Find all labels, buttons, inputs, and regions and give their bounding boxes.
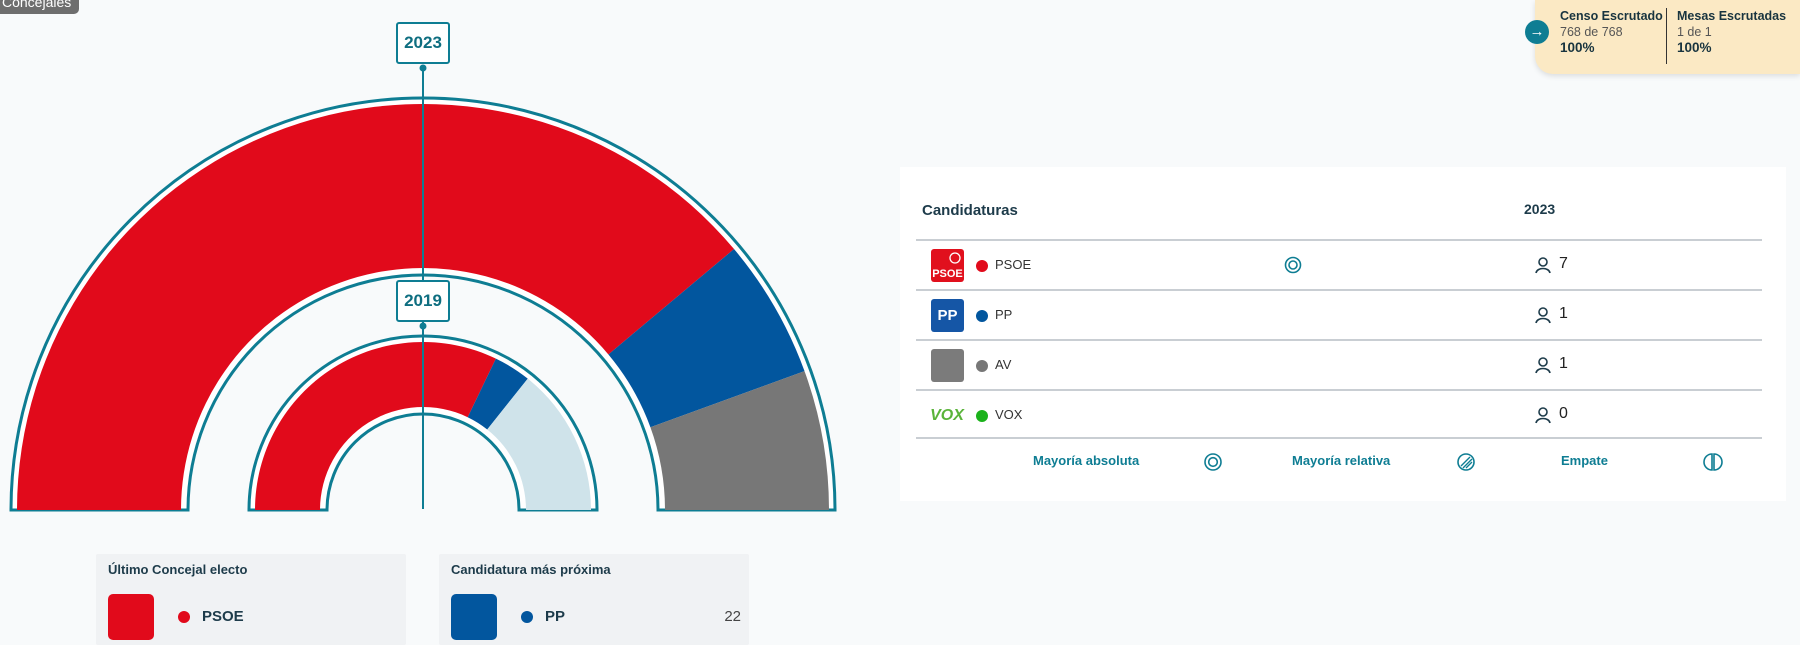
- next-candidate-dot: [521, 611, 533, 623]
- psoe-logo-icon: PSOE: [931, 249, 964, 282]
- av-logo-icon: [931, 349, 964, 382]
- tab-concejales[interactable]: Concejales: [0, 0, 80, 14]
- party-dot: [976, 410, 988, 422]
- party-name: VOX: [995, 407, 1023, 422]
- legend-absolute-majority: Mayoría absoluta: [1033, 453, 1140, 468]
- segment-2023-psoe: [17, 103, 735, 511]
- year-2019-pin: [419, 322, 427, 330]
- last-elected-card: Último Concejal electo PSOE: [96, 554, 406, 645]
- person-icon: [1535, 407, 1551, 424]
- segment-2023-pp: [608, 249, 805, 428]
- seat-count: 1: [1559, 305, 1568, 322]
- next-candidate-title: Candidatura más próxima: [451, 562, 611, 577]
- person-icon: [1535, 307, 1551, 324]
- arrow-right-icon[interactable]: →: [1525, 20, 1549, 44]
- absolute-majority-icon: [1284, 256, 1302, 274]
- header-year[interactable]: 2023: [1524, 201, 1556, 217]
- tables-count: 1 de 1: [1677, 25, 1712, 39]
- tables-title: Mesas Escrutadas: [1677, 9, 1787, 23]
- header-candidates: Candidaturas: [922, 202, 1018, 219]
- party-dot: [976, 360, 988, 372]
- last-elected-logo: [108, 594, 154, 640]
- relative-majority-icon: [1457, 453, 1475, 471]
- series-2019: [247, 334, 599, 512]
- person-icon: [1535, 357, 1551, 374]
- next-candidate-card: Candidatura más próxima PP 22: [439, 554, 749, 645]
- seat-count: 1: [1559, 355, 1568, 372]
- next-candidate-logo: [451, 594, 497, 640]
- tie-icon: [1703, 453, 1723, 471]
- legend-tie: Empate: [1561, 453, 1608, 468]
- pp-logo-icon: PP: [931, 299, 964, 332]
- census-block: Censo Escrutado 768 de 768 100%: [1560, 8, 1663, 56]
- census-count: 768 de 768: [1560, 25, 1623, 39]
- legend-relative-majority: Mayoría relativa: [1292, 453, 1391, 468]
- party-dot: [976, 310, 988, 322]
- segment-2019-pp: [467, 358, 528, 430]
- segment-2019-remaining: [487, 378, 591, 510]
- series-2023: [9, 96, 837, 512]
- party-name: PSOE: [995, 257, 1032, 272]
- party-name: PP: [995, 307, 1013, 322]
- absolute-majority-icon: [1204, 453, 1222, 471]
- table-row[interactable]: PSOE PSOE 7: [916, 239, 1762, 289]
- scrutiny-divider: [1666, 8, 1667, 64]
- table-row[interactable]: PP PP 1: [916, 289, 1762, 339]
- party-dot: [976, 260, 988, 272]
- last-elected-title: Último Concejal electo: [108, 562, 248, 577]
- seat-count: 0: [1559, 405, 1568, 422]
- tables-block: Mesas Escrutadas 1 de 1 100%: [1677, 8, 1786, 56]
- segment-2023-av: [650, 371, 829, 510]
- tables-percent: 100%: [1677, 40, 1712, 55]
- party-name: AV: [995, 357, 1012, 372]
- scrutiny-panel: [1535, 0, 1800, 74]
- vox-logo-icon: VOX: [930, 407, 964, 424]
- person-icon: [1535, 257, 1551, 274]
- seat-count: 7: [1559, 255, 1568, 272]
- last-elected-party: PSOE: [202, 608, 244, 625]
- year-2023-pin: [419, 64, 427, 72]
- hemicycle-chart: [9, 64, 837, 512]
- candidates-table: Candidaturas 2023 PSOE PSOE 7: [900, 167, 1786, 501]
- census-percent: 100%: [1560, 40, 1595, 55]
- next-candidate-value: 22: [724, 608, 741, 625]
- year-label-2023[interactable]: 2023: [396, 22, 450, 64]
- census-title: Censo Escrutado: [1560, 9, 1663, 23]
- year-label-2019[interactable]: 2019: [396, 280, 450, 322]
- table-row[interactable]: AV 1: [916, 339, 1762, 389]
- segment-2019-psoe: [255, 341, 496, 510]
- last-elected-dot: [178, 611, 190, 623]
- next-candidate-party: PP: [545, 608, 566, 625]
- psoe-logo-text: PSOE: [932, 268, 963, 280]
- table-row[interactable]: VOX VOX 0: [916, 389, 1762, 439]
